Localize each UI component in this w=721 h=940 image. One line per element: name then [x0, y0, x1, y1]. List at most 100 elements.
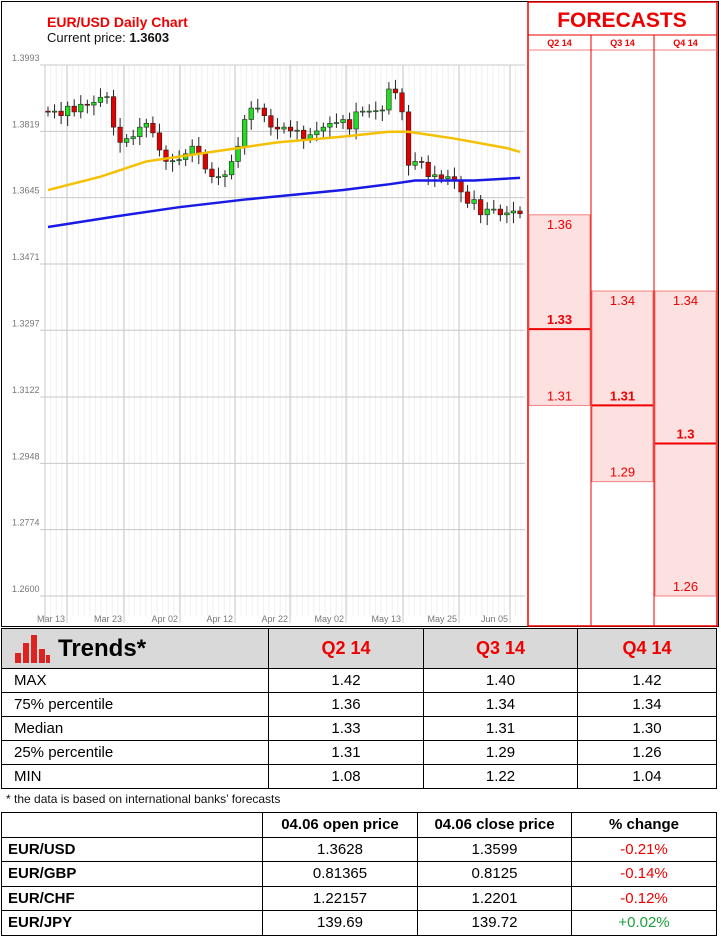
- forecast-median-label: 1.31: [610, 388, 635, 403]
- trends-header-q3: Q3 14: [423, 628, 578, 669]
- candle-body: [314, 130, 320, 136]
- candle-body: [117, 126, 123, 143]
- trends-value: 1.29: [423, 740, 578, 765]
- y-tick-label: 1.3297: [12, 318, 40, 328]
- y-tick-label: 1.3471: [12, 252, 40, 262]
- prices-header-row: 04.06 open price 04.06 close price % cha…: [1, 812, 717, 838]
- candle-body: [438, 174, 444, 179]
- candle-body: [471, 199, 477, 204]
- trends-row-label: MAX: [1, 668, 269, 693]
- trends-header-q4: Q4 14: [577, 628, 717, 669]
- candle-body: [373, 110, 379, 113]
- candle-body: [281, 126, 287, 130]
- candle-body: [209, 168, 215, 177]
- prices-header-change: % change: [571, 812, 717, 838]
- prices-table: 04.06 open price 04.06 close price % cha…: [1, 812, 717, 936]
- candle-body: [353, 111, 359, 130]
- candle-body: [222, 174, 228, 177]
- candle-body: [255, 107, 261, 110]
- x-tick-label: May 02: [314, 614, 344, 624]
- price-chart: 1.3993 1.3819 1.3645 1.3471 1.3297 1.3122 1.29…: [12, 1, 718, 627]
- candle-body: [425, 161, 431, 177]
- trends-row-label: MIN: [1, 764, 269, 789]
- trends-row-label: Median: [1, 716, 269, 741]
- forecast-column-label: Q2 14: [547, 38, 572, 48]
- moving-average-line: [47, 176, 521, 229]
- candle-body: [484, 208, 490, 216]
- prices-header-close: 04.06 close price: [417, 812, 572, 838]
- candle-body: [228, 161, 235, 176]
- forecast-p25-label: 1.26: [673, 579, 698, 594]
- open-price: 139.69: [262, 910, 418, 936]
- percent-change: -0.12%: [571, 885, 717, 911]
- trends-value: 1.34: [423, 692, 578, 717]
- trends-value: 1.30: [577, 716, 717, 741]
- trends-header-q2: Q2 14: [268, 628, 424, 669]
- candle-body: [510, 210, 517, 214]
- candle-body: [333, 122, 340, 124]
- x-tick-label: Apr 22: [261, 614, 288, 624]
- trends-value: 1.26: [577, 740, 717, 765]
- close-price: 139.72: [417, 910, 572, 936]
- prices-header-open: 04.06 open price: [262, 812, 418, 838]
- candle-body: [274, 126, 281, 130]
- current-price-value: 1.3603: [129, 30, 170, 45]
- forecast-panel: [527, 1, 718, 627]
- trends-title-cell: Trends*: [1, 628, 269, 669]
- candle-body: [320, 126, 326, 132]
- trends-title: Trends*: [58, 634, 147, 662]
- candle-body: [366, 110, 372, 113]
- candle-body: [405, 111, 412, 166]
- x-tick-label: Apr 02: [151, 614, 178, 624]
- x-tick-label: May 13: [371, 614, 401, 624]
- candle-body: [491, 208, 497, 211]
- pair-name: EUR/CHF: [1, 885, 263, 911]
- y-tick-label: 1.3819: [12, 119, 40, 129]
- close-price: 0.8125: [417, 861, 572, 887]
- forecast-p25-label: 1.31: [547, 388, 572, 403]
- price-row: EUR/JPY 139.69 139.72 +0.02%: [1, 910, 717, 936]
- candle-body: [504, 212, 510, 216]
- x-tick-label: Apr 12: [206, 614, 233, 624]
- candle-body: [110, 96, 117, 128]
- forecast-p75-label: 1.36: [547, 217, 572, 232]
- candle-body: [124, 138, 130, 143]
- footnote: * the data is based on international ban…: [6, 792, 281, 806]
- y-tick-label: 1.3122: [12, 385, 40, 395]
- x-tick-label: Jun 05: [481, 614, 508, 624]
- candle-body: [360, 110, 366, 113]
- candle-body: [248, 107, 254, 120]
- y-tick-label: 1.3993: [12, 53, 40, 63]
- forecast-range-band: [591, 290, 654, 483]
- trends-row: MIN 1.08 1.22 1.04: [1, 764, 717, 789]
- trends-value: 1.40: [423, 668, 578, 693]
- trends-header-row: Trends* Q2 14 Q3 14 Q4 14: [1, 628, 717, 669]
- trends-row: Median 1.33 1.31 1.30: [1, 716, 717, 741]
- candle-body: [169, 160, 176, 162]
- trends-value: 1.31: [423, 716, 578, 741]
- candle-body: [163, 149, 169, 162]
- candle-body: [412, 161, 418, 166]
- forecast-median-label: 1.3: [676, 427, 694, 442]
- open-price: 0.81365: [262, 861, 418, 887]
- candle-body: [189, 145, 195, 155]
- price-row: EUR/GBP 0.81365 0.8125 -0.14%: [1, 861, 717, 887]
- candle-body: [386, 88, 392, 111]
- trends-value: 1.42: [268, 668, 424, 693]
- current-price: Current price: 1.3603: [47, 30, 169, 45]
- candle-body: [242, 119, 248, 147]
- candle-body: [307, 134, 313, 139]
- forecast-p75-label: 1.34: [673, 293, 698, 308]
- forecast-range-band: [528, 214, 591, 406]
- candle-body: [268, 115, 274, 128]
- y-tick-label: 1.2774: [12, 518, 40, 528]
- candle-body: [137, 126, 143, 137]
- candle-body: [202, 153, 208, 170]
- candle-body: [445, 176, 451, 179]
- trends-value: 1.08: [268, 764, 424, 789]
- trends-value: 1.33: [268, 716, 424, 741]
- forecast-column-label: Q4 14: [673, 38, 698, 48]
- trends-row: MAX 1.42 1.40 1.42: [1, 668, 717, 693]
- candle-body: [78, 103, 84, 113]
